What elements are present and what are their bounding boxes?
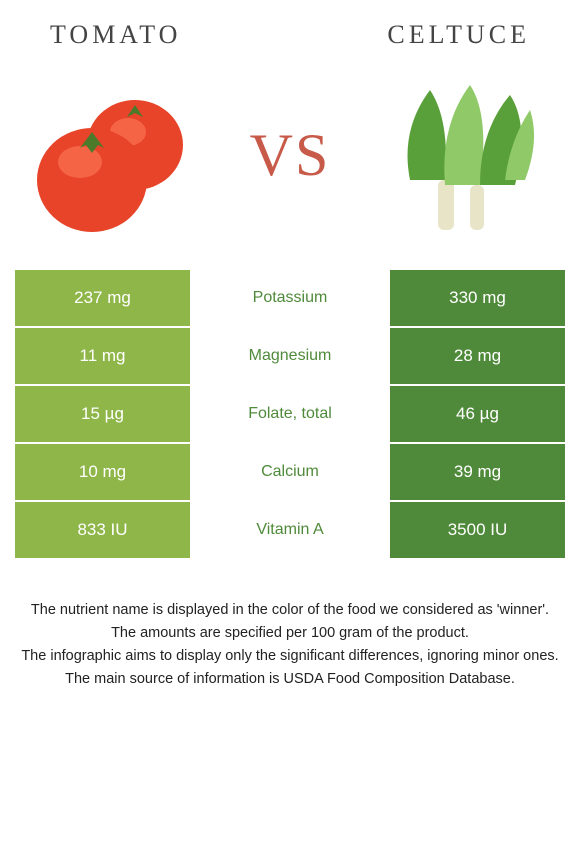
footer-line: The amounts are specified per 100 gram o… bbox=[20, 623, 560, 644]
celtuce-image bbox=[380, 70, 550, 240]
footer-notes: The nutrient name is displayed in the co… bbox=[0, 560, 580, 690]
vs-label: VS bbox=[250, 121, 331, 190]
nutrient-row: 833 IUVitamin A3500 IU bbox=[15, 502, 565, 560]
left-value: 833 IU bbox=[15, 502, 190, 558]
tomato-image bbox=[30, 70, 200, 240]
footer-line: The nutrient name is displayed in the co… bbox=[20, 600, 560, 621]
right-value: 39 mg bbox=[390, 444, 565, 500]
left-value: 15 µg bbox=[15, 386, 190, 442]
right-food-title: CELTUCE bbox=[387, 20, 530, 50]
nutrient-name: Vitamin A bbox=[190, 502, 390, 558]
right-value: 46 µg bbox=[390, 386, 565, 442]
right-value: 330 mg bbox=[390, 270, 565, 326]
nutrient-row: 237 mgPotassium330 mg bbox=[15, 270, 565, 328]
right-value: 28 mg bbox=[390, 328, 565, 384]
nutrient-name: Calcium bbox=[190, 444, 390, 500]
nutrient-name: Magnesium bbox=[190, 328, 390, 384]
footer-line: The main source of information is USDA F… bbox=[20, 669, 560, 690]
right-value: 3500 IU bbox=[390, 502, 565, 558]
nutrient-row: 11 mgMagnesium28 mg bbox=[15, 328, 565, 386]
images-row: VS bbox=[0, 60, 580, 270]
left-value: 237 mg bbox=[15, 270, 190, 326]
left-value: 11 mg bbox=[15, 328, 190, 384]
nutrient-row: 10 mgCalcium39 mg bbox=[15, 444, 565, 502]
nutrient-name: Folate, total bbox=[190, 386, 390, 442]
nutrient-table: 237 mgPotassium330 mg11 mgMagnesium28 mg… bbox=[0, 270, 580, 560]
footer-line: The infographic aims to display only the… bbox=[20, 646, 560, 667]
nutrient-name: Potassium bbox=[190, 270, 390, 326]
left-value: 10 mg bbox=[15, 444, 190, 500]
nutrient-row: 15 µgFolate, total46 µg bbox=[15, 386, 565, 444]
left-food-title: TOMATO bbox=[50, 20, 181, 50]
header: TOMATO CELTUCE bbox=[0, 0, 580, 60]
